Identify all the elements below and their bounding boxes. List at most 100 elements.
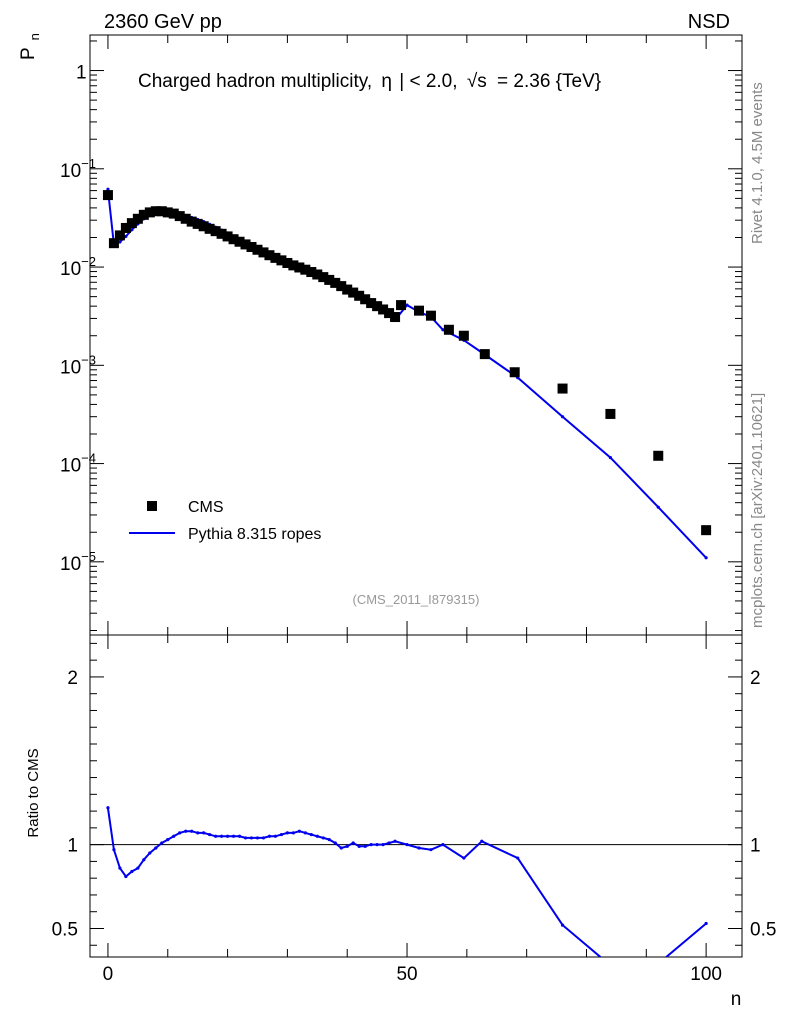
cms-data-point bbox=[150, 206, 161, 217]
main-y-ticks: 10−510−410−310−210−11 bbox=[60, 40, 742, 632]
main-marks bbox=[102, 187, 712, 560]
ratio-point bbox=[357, 844, 361, 848]
x-axis-label: n bbox=[731, 989, 742, 1010]
cms-data-point bbox=[300, 264, 311, 275]
ratio-point bbox=[261, 836, 266, 840]
main-y-tick-exponent: −2 bbox=[81, 254, 96, 269]
cms-data-point bbox=[312, 269, 323, 280]
ratio-point bbox=[208, 832, 212, 837]
mcplots-site-label: mcplots.cern.ch [arXiv:2401.10621] bbox=[749, 393, 766, 628]
ratio-point bbox=[327, 838, 331, 842]
ratio-point bbox=[225, 834, 230, 838]
ratio-point bbox=[375, 843, 379, 847]
pythia-point bbox=[560, 415, 565, 419]
ratio-point bbox=[178, 831, 182, 835]
chart-title-mid: | < 2.0, bbox=[399, 71, 457, 92]
main-y-tick-label: 10−2 bbox=[60, 254, 96, 280]
ratio-y-tick-label-left: 2 bbox=[67, 668, 78, 689]
pythia-point bbox=[124, 234, 128, 239]
cms-data-point bbox=[276, 255, 287, 266]
ratio-y-tick-label-right: 2 bbox=[750, 668, 761, 689]
cms-data-point bbox=[443, 324, 454, 335]
cms-data-point bbox=[557, 383, 568, 394]
pythia-point bbox=[608, 456, 613, 460]
ratio-y-tick-label-left: 1 bbox=[67, 836, 78, 857]
cms-data-point bbox=[234, 236, 245, 247]
cms-data-point bbox=[458, 330, 469, 341]
ratio-point bbox=[393, 839, 397, 843]
chart-title-sqrt: √s bbox=[467, 71, 487, 92]
ratio-point bbox=[267, 834, 272, 838]
cms-data-point bbox=[425, 310, 436, 321]
ratio-point bbox=[285, 831, 289, 835]
cms-data-point bbox=[653, 450, 664, 461]
ratio-point bbox=[231, 834, 236, 838]
ratio-point bbox=[118, 866, 122, 870]
pythia-point bbox=[405, 303, 409, 307]
ratio-point bbox=[279, 832, 284, 837]
cms-data-point bbox=[216, 228, 227, 239]
cms-data-point bbox=[270, 252, 281, 263]
x-tick-label: 100 bbox=[690, 964, 722, 985]
ratio-point bbox=[219, 834, 224, 838]
ratio-point bbox=[249, 836, 254, 840]
main-y-tick-label: 10−3 bbox=[60, 352, 96, 378]
x-tick-label: 0 bbox=[103, 964, 114, 985]
main-y-tick-base: 10 bbox=[60, 456, 81, 477]
cms-data-point bbox=[174, 211, 185, 222]
ratio-y-tick-label-right: 1 bbox=[750, 836, 761, 857]
main-y-tick-label: 10−4 bbox=[60, 451, 96, 477]
cms-data-point bbox=[132, 213, 143, 224]
ratio-point bbox=[315, 834, 319, 838]
ratio-point bbox=[345, 844, 349, 848]
ratio-point bbox=[480, 839, 484, 843]
cms-data-point bbox=[264, 250, 275, 261]
cms-data-point bbox=[288, 260, 299, 271]
pythia-point bbox=[441, 328, 445, 332]
cms-data-point bbox=[378, 304, 389, 315]
ratio-point bbox=[309, 832, 313, 837]
ratio-point bbox=[351, 841, 355, 845]
main-y-tick-base: 1 bbox=[76, 63, 87, 84]
ratio-point bbox=[333, 841, 337, 845]
cms-data-point bbox=[360, 294, 371, 305]
ratio-point bbox=[273, 834, 278, 838]
cms-data-point bbox=[108, 238, 119, 249]
cms-data-point bbox=[354, 290, 365, 301]
cms-data-point bbox=[192, 218, 203, 229]
ratio-point bbox=[560, 923, 565, 927]
cms-data-point bbox=[252, 244, 263, 255]
cms-data-point bbox=[246, 241, 257, 252]
main-y-tick-base: 10 bbox=[60, 554, 81, 575]
ratio-point bbox=[381, 843, 385, 847]
ratio-point bbox=[184, 829, 188, 833]
ratio-point bbox=[142, 858, 146, 862]
ratio-point bbox=[387, 841, 391, 845]
chart-title-prefix: Charged hadron multiplicity, bbox=[138, 71, 372, 92]
cms-data-point bbox=[348, 287, 359, 298]
ratio-point bbox=[255, 836, 260, 840]
cms-data-point bbox=[126, 218, 137, 229]
x-ticks: 0 50 100 bbox=[103, 35, 722, 985]
ratio-point bbox=[516, 856, 520, 860]
cms-data-point bbox=[509, 367, 520, 378]
ratio-point bbox=[321, 836, 325, 840]
ratio-point bbox=[190, 829, 194, 833]
main-y-axis-label: P n bbox=[18, 33, 42, 60]
ratio-point bbox=[160, 841, 164, 845]
cms-data-point bbox=[701, 525, 712, 536]
legend-cms-marker bbox=[147, 501, 157, 511]
cms-data-point bbox=[240, 239, 251, 250]
main-y-axis-label-sub: n bbox=[27, 33, 42, 40]
cms-data-point bbox=[396, 300, 407, 311]
ratio-point bbox=[112, 848, 116, 852]
chart-title: Charged hadron multiplicity, η | < 2.0, … bbox=[138, 71, 601, 92]
legend-pythia-label: Pythia 8.315 ropes bbox=[188, 526, 321, 543]
ratio-point bbox=[202, 831, 206, 835]
cms-data-point bbox=[306, 267, 317, 278]
ratio-point bbox=[339, 846, 343, 850]
main-y-tick-exponent: −3 bbox=[81, 352, 96, 367]
ratio-y-tick-label-right: 0.5 bbox=[750, 919, 776, 940]
ratio-point bbox=[291, 831, 295, 835]
